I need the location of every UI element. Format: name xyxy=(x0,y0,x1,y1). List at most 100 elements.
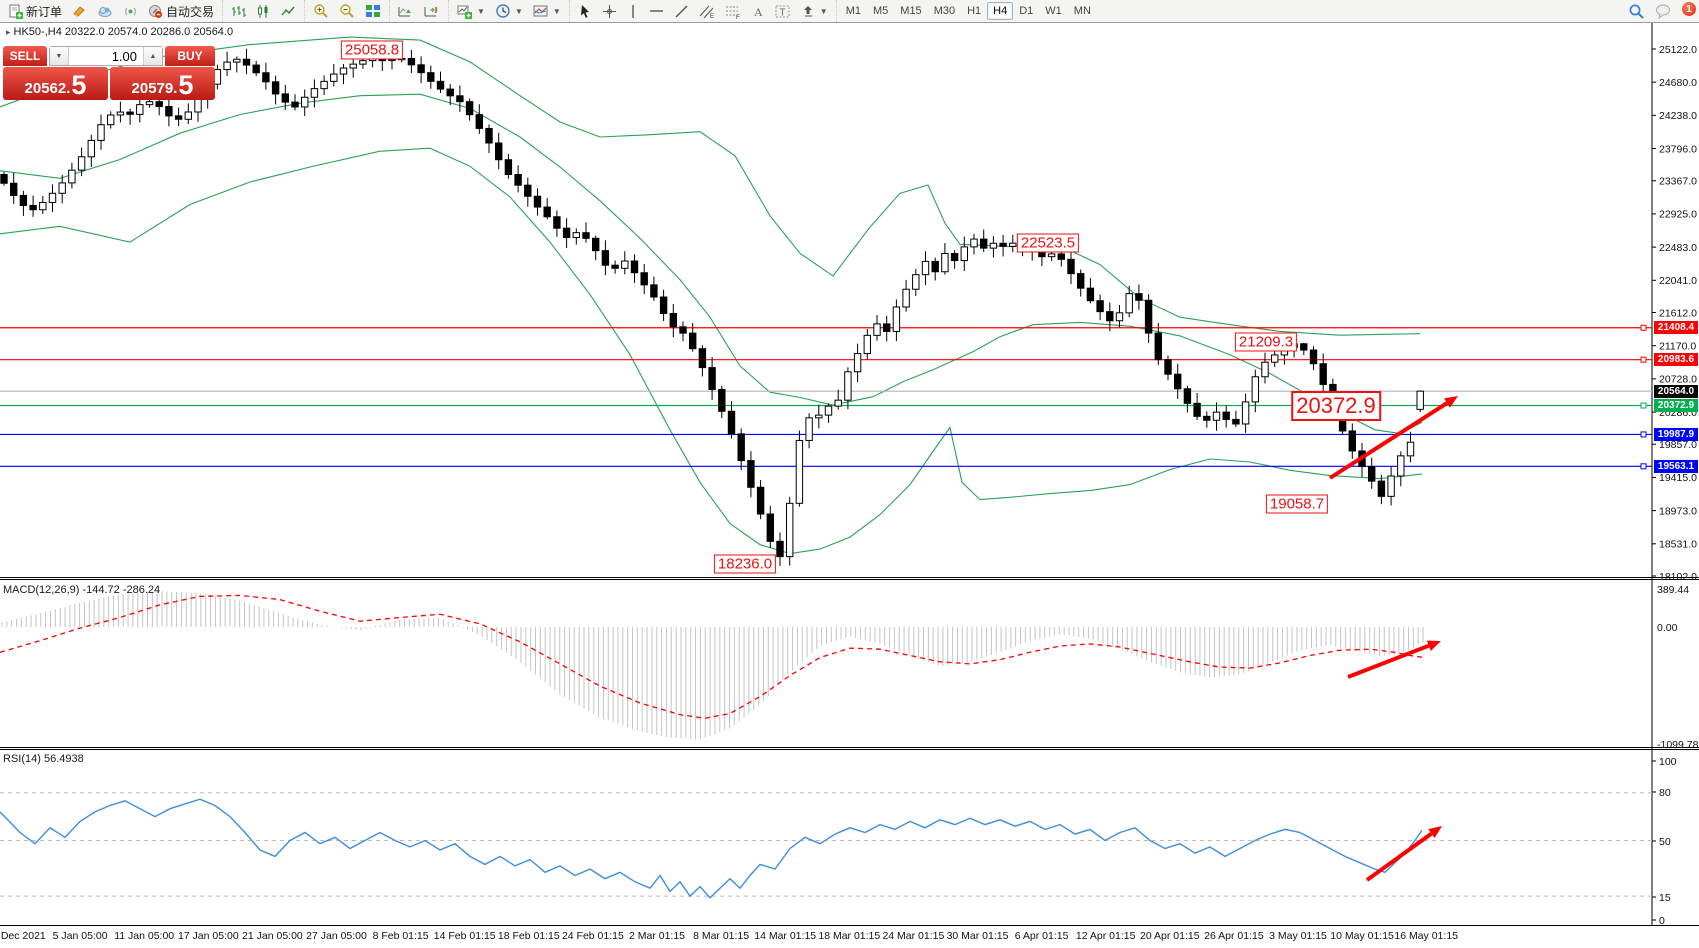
date-label: 5 Jan 05:00 xyxy=(52,930,108,942)
price-badge-20372.9: 20372.9 xyxy=(1654,399,1698,413)
timeframe-button-m15[interactable]: M15 xyxy=(900,5,922,17)
bar-chart-button[interactable] xyxy=(226,0,251,22)
text-label-button[interactable]: T xyxy=(770,0,796,22)
sell-button[interactable]: SELL xyxy=(3,46,47,66)
trend-arrow-macd xyxy=(1347,643,1430,679)
date-label: 30 Mar 01:15 xyxy=(946,930,1009,942)
autotrade-label: 自动交易 xyxy=(166,4,215,19)
price-callout-19058.7[interactable]: 19058.7 xyxy=(1265,494,1329,514)
tile-windows-button[interactable] xyxy=(360,0,386,22)
buy-button[interactable]: BUY xyxy=(165,46,215,66)
volume-increase-button[interactable]: ▲ xyxy=(143,47,162,65)
date-label: 24 Mar 01:15 xyxy=(882,930,945,942)
chat-button[interactable] xyxy=(1650,0,1677,22)
trend-arrow-head xyxy=(1426,640,1441,651)
candle-chart-button[interactable] xyxy=(251,0,276,22)
price-tick-label: 21612.0 xyxy=(1659,307,1697,319)
date-label: 14 Feb 01:15 xyxy=(433,930,496,942)
chevron-down-icon: ▼ xyxy=(552,6,561,16)
price-tick-label: 19857.0 xyxy=(1659,439,1697,451)
toolbar-group-scroll xyxy=(389,0,448,22)
sell-price-box[interactable]: 20562. 5 xyxy=(3,67,108,100)
symbol-marker-icon: ▸ xyxy=(6,27,11,37)
price-tick-label: 18102.0 xyxy=(1659,571,1697,583)
cursor-button[interactable] xyxy=(573,0,597,22)
zoom-in-button[interactable] xyxy=(308,0,334,22)
chevron-down-icon: ▼ xyxy=(514,6,523,16)
text-button[interactable]: A xyxy=(746,0,770,22)
date-label: 20 Apr 01:15 xyxy=(1140,930,1200,942)
price-callout-22523.5[interactable]: 22523.5 xyxy=(1016,233,1080,253)
buy-price-box[interactable]: 20579. 5 xyxy=(110,67,215,100)
date-label: 16 May 01:15 xyxy=(1394,930,1459,942)
timeframe-button-h1[interactable]: H1 xyxy=(967,5,982,17)
fibonacci-button[interactable]: F xyxy=(720,0,746,22)
price-callout-20372.9[interactable]: 20372.9 xyxy=(1291,391,1381,421)
horizontal-line-button[interactable] xyxy=(644,0,669,22)
toolbar-group-trade: 新订单 自动交易 xyxy=(0,0,222,22)
arrows-button[interactable]: ▼ xyxy=(796,0,833,22)
date-label: 24 Feb 01:15 xyxy=(561,930,624,942)
date-label: 8 Feb 01:15 xyxy=(372,930,429,942)
broadcast-button[interactable] xyxy=(118,0,143,22)
cloud-button[interactable] xyxy=(92,0,118,22)
price-badge-19563.1: 19563.1 xyxy=(1654,459,1698,473)
price-badge-20983.6: 20983.6 xyxy=(1654,353,1698,367)
timeframe-button-h4[interactable]: H4 xyxy=(987,2,1014,20)
toolbar-group-timeframes: M1 M5 M15 M30 H1 H4 D1 W1 MN xyxy=(835,0,1100,22)
timeframe-button-m5[interactable]: M5 xyxy=(873,5,889,17)
channel-icon: E xyxy=(699,5,714,19)
notification-badge[interactable]: 1 xyxy=(1682,2,1696,16)
date-label: 14 Mar 01:15 xyxy=(754,930,817,942)
line-chart-icon xyxy=(281,6,295,15)
broadcast-icon xyxy=(124,7,137,15)
price-tick-label: 23367.0 xyxy=(1659,176,1697,188)
auto-scroll-button[interactable] xyxy=(393,0,419,22)
timeframe-button-d1[interactable]: D1 xyxy=(1019,5,1034,17)
date-label: 21 Jan 05:00 xyxy=(242,930,303,942)
price-callout-21209.3[interactable]: 21209.3 xyxy=(1234,332,1298,352)
level-line-handle xyxy=(1640,356,1647,363)
price-callout-25058.8[interactable]: 25058.8 xyxy=(340,40,404,60)
timeframe-button-w1[interactable]: W1 xyxy=(1045,5,1062,17)
arrows-icon xyxy=(803,5,812,16)
toolbar-group-chart-type xyxy=(222,0,304,22)
zoom-out-button[interactable] xyxy=(334,0,360,22)
auto-scroll-icon xyxy=(398,6,412,16)
timeframe-button-m1[interactable]: M1 xyxy=(845,5,861,17)
timeframe-button-mn[interactable]: MN xyxy=(1073,5,1091,17)
price-tick-label: 22925.0 xyxy=(1659,209,1697,221)
chart-shift-button[interactable] xyxy=(419,0,445,22)
autotrade-button[interactable]: 自动交易 xyxy=(143,0,219,22)
timeframe-button-m30[interactable]: M30 xyxy=(933,5,956,17)
channel-button[interactable]: E xyxy=(694,0,720,22)
line-chart-button[interactable] xyxy=(276,0,301,22)
date-label: 10 May 01:15 xyxy=(1330,930,1394,942)
date-label: 18 Feb 01:15 xyxy=(497,930,560,942)
price-badge-19987.9: 19987.9 xyxy=(1654,427,1698,441)
rsi-scale-label: 80 xyxy=(1659,787,1671,799)
date-label: 30 Dec 2021 xyxy=(0,930,46,942)
crosshair-button[interactable] xyxy=(597,0,622,22)
search-button[interactable] xyxy=(1623,0,1650,22)
volume-decrease-button[interactable]: ▼ xyxy=(50,47,69,65)
rsi-scale-label: 0 xyxy=(1659,915,1665,927)
sell-price: 20562. xyxy=(24,80,71,97)
chart-shift-icon xyxy=(424,6,437,16)
band-middle xyxy=(0,93,1423,435)
new-order-icon xyxy=(9,4,23,19)
period-clock-button[interactable]: ▼ xyxy=(490,0,528,22)
vertical-line-button[interactable] xyxy=(622,0,644,22)
new-order-button[interactable]: 新订单 xyxy=(3,0,67,22)
template-button[interactable]: ▼ xyxy=(528,0,566,22)
search-icon xyxy=(1629,4,1644,19)
toolbar-group-windows: ▼ ▼ ▼ xyxy=(448,0,569,22)
rsi-line xyxy=(0,798,1423,899)
trendline-button[interactable] xyxy=(669,0,694,22)
date-label: 17 Jan 05:00 xyxy=(177,930,239,942)
marker-button[interactable] xyxy=(67,0,92,22)
new-chart-button[interactable]: ▼ xyxy=(452,0,490,22)
volume-input[interactable]: 1.00 xyxy=(111,48,137,64)
price-callout-18236.0[interactable]: 18236.0 xyxy=(713,554,777,574)
